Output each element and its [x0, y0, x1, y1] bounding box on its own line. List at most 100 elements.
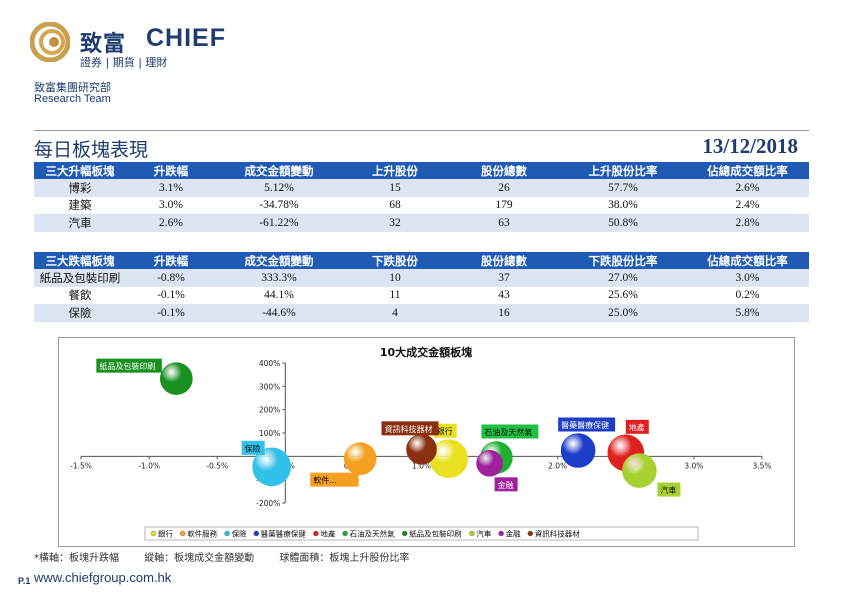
column-header: 上升股份比率: [560, 162, 686, 179]
table-cell: 44.1%: [264, 289, 294, 302]
bubble-label: 資訊科技器材: [385, 424, 433, 434]
footnote-bubble: 球體面積：板塊上升股份比率: [279, 553, 410, 564]
bubble-label: 醫藥醫療保健: [561, 420, 609, 430]
title-divider: [34, 130, 809, 131]
department-english: Research Team: [34, 93, 111, 105]
column-header: 成交金額變動: [216, 252, 342, 269]
legend-label: 金融: [506, 529, 521, 539]
legend-marker: [469, 530, 475, 537]
logo-chinese-name: 致富: [80, 32, 127, 57]
bubble-4: [560, 433, 596, 468]
table-cell: -61.22%: [216, 214, 342, 232]
table-cell: 3.0%: [686, 269, 809, 287]
sector-name: 餐飲: [68, 288, 92, 303]
table-cell: 2.6%: [686, 179, 809, 197]
table-cell: -0.8%: [126, 269, 216, 287]
legend-marker: [498, 530, 504, 537]
bubble-label-box: [558, 417, 616, 432]
bubble-label-box: [481, 424, 539, 439]
legend-label: 石油及天然氣: [350, 529, 395, 539]
table-row: 博彩 3.1% 5.12% 15 26 57.7% 2.6%: [34, 179, 809, 197]
x-tick-label: 3.0%: [684, 461, 703, 470]
legend-label: 紙品及包裝印刷: [409, 529, 462, 539]
page-title: 每日板塊表現: [34, 139, 149, 161]
bubble-10: [406, 434, 437, 465]
table-cell: 37: [448, 269, 560, 287]
bubble-label: 保險: [245, 443, 261, 453]
bubble-label-box: [241, 440, 265, 455]
footnote-y-axis: 縱軸：板塊成交金額變動: [144, 553, 255, 564]
y-tick-label: 100%: [259, 429, 280, 438]
bubble-label: 紙品及包裝印刷: [99, 361, 155, 371]
table-cell: 5.8%: [686, 304, 809, 322]
x-tick-label: 2.0%: [548, 461, 567, 470]
table-cell: 2.4%: [735, 199, 760, 212]
bubble-label: 軟件...: [313, 475, 337, 485]
table-cell: -0.1%: [126, 304, 216, 322]
legend-marker: [180, 530, 186, 537]
column-header: 升跌幅: [126, 252, 216, 269]
table-cell: 27.0%: [560, 269, 686, 287]
bubble-label-box: [494, 477, 518, 492]
bubble-label-box: [657, 482, 681, 497]
table-header-row: 三大跌幅板塊 升跌幅 成交金額變動 下跌股份 股份總數 下跌股份比率 佔總成交額…: [34, 252, 809, 269]
x-tick-label: 3.5%: [752, 461, 771, 470]
report-date: 13/12/2018: [702, 134, 798, 158]
table-cell: 11: [389, 289, 401, 302]
table-cell: 179: [495, 199, 513, 212]
column-header: 股份總數: [448, 162, 560, 179]
table-cell: 2.8%: [686, 214, 809, 232]
legend-label: 保險: [232, 529, 247, 539]
website-link[interactable]: www.chiefgroup.com.hk: [34, 570, 172, 585]
legend-marker: [527, 530, 533, 537]
column-header: 三大跌幅板塊: [34, 252, 126, 269]
logo-english-name: CHIEF: [146, 24, 226, 52]
table-cell: 16: [448, 304, 560, 322]
bubble-label: 汽車: [660, 485, 676, 495]
table-cell: 10: [342, 269, 448, 287]
x-tick-label: -1.5%: [70, 461, 92, 470]
bubble-label-box: [625, 419, 649, 434]
legend-label: 銀行: [158, 529, 173, 539]
table-cell: -44.6%: [216, 304, 342, 322]
legend-label: 醫藥醫療保健: [261, 529, 306, 539]
bubble-label-box: [96, 358, 162, 373]
footnote-x-axis: *橫軸：板塊升跌幅: [34, 553, 119, 564]
bubble-3: [252, 447, 291, 487]
x-tick-label: 1.0%: [412, 461, 431, 470]
column-header: 升跌幅: [126, 162, 216, 179]
legend-label: 地產: [320, 529, 335, 539]
sector-name: 保險: [34, 304, 126, 322]
table-cell: 3.0%: [159, 199, 183, 212]
legend-label: 汽車: [476, 529, 491, 539]
table-cell: 38.0%: [608, 199, 638, 212]
table-cell: 43: [498, 289, 510, 302]
bubble-label-box: [310, 472, 359, 487]
bubble-label-box: [433, 423, 457, 438]
table-row: 建築 3.0% -34.78% 68 179 38.0% 2.4%: [34, 197, 809, 215]
table-cell: -34.78%: [259, 199, 299, 212]
legend-marker: [313, 530, 319, 537]
bubble-label: 石油及天然氣: [484, 427, 532, 437]
y-tick-label: 300%: [259, 382, 280, 391]
table-cell: 63: [448, 214, 560, 232]
table-cell: 57.7%: [560, 179, 686, 197]
x-tick-label: -0.5%: [206, 461, 228, 470]
column-header: 股份總數: [448, 252, 560, 269]
table-cell: 2.6%: [126, 214, 216, 232]
table-cell: -0.1%: [157, 289, 185, 302]
table-cell: 3.1%: [126, 179, 216, 197]
column-header: 佔總成交額比率: [686, 252, 809, 269]
sector-name: 博彩: [34, 179, 126, 197]
chief-swirl-logo-icon: [30, 22, 70, 62]
table-cell: 25.0%: [560, 304, 686, 322]
bubble-chart-panel: 10大成交金額板塊-1.5%-1.0%-0.5%0.0%0.5%1.0%1.5%…: [58, 337, 795, 547]
table-cell: 5.12%: [216, 179, 342, 197]
bubble-label-box: [381, 421, 439, 436]
page-number: P.1: [18, 576, 31, 586]
legend-marker: [224, 530, 230, 537]
table-cell: 26: [448, 179, 560, 197]
top-gainers-table: 三大升幅板塊 升跌幅 成交金額變動 上升股份 股份總數 上升股份比率 佔總成交額…: [34, 162, 809, 232]
table-header-row: 三大升幅板塊 升跌幅 成交金額變動 上升股份 股份總數 上升股份比率 佔總成交額…: [34, 162, 809, 179]
sector-name: 汽車: [34, 214, 126, 232]
